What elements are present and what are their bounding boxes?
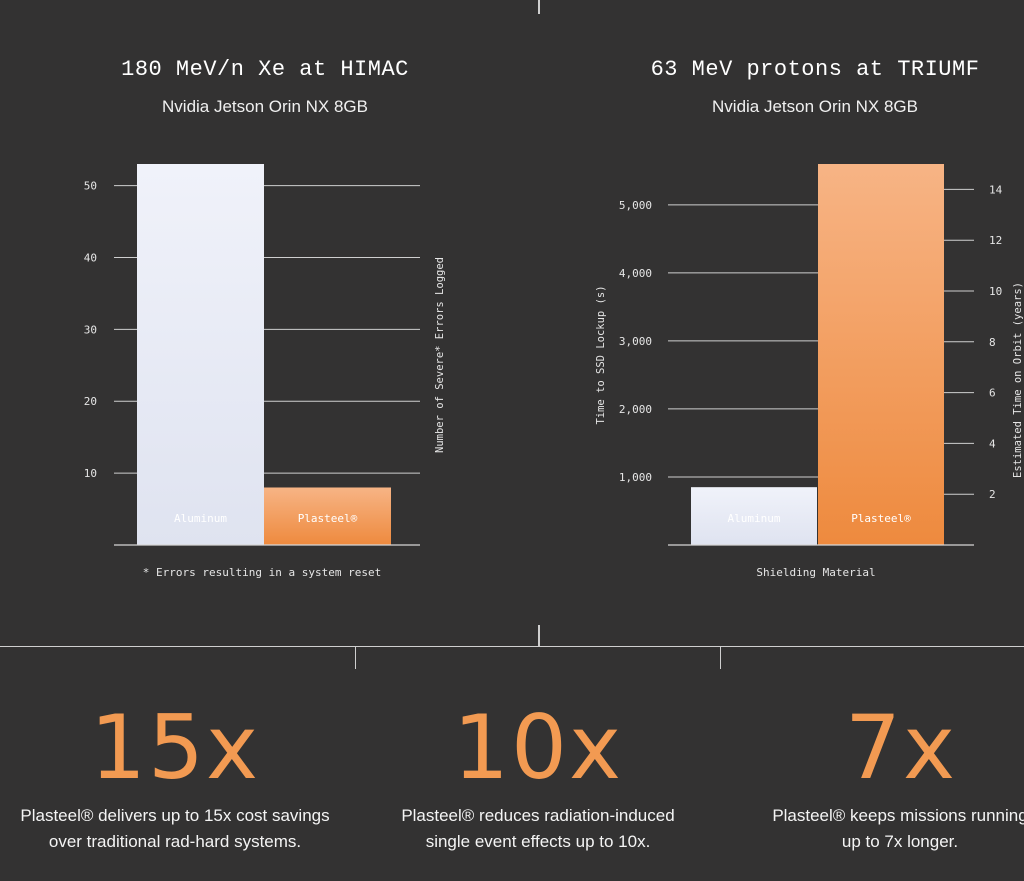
section-divider (0, 646, 1024, 647)
chart1-y-ticks: 10 20 30 40 50 (84, 180, 97, 481)
category-label: Aluminum (174, 512, 227, 525)
chart2-y-ticks: 1,000 2,000 3,000 4,000 5,000 (619, 199, 652, 484)
chart2-subtitle: Nvidia Jetson Orin NX 8GB (712, 97, 918, 116)
chart1-title: 180 MeV/n Xe at HIMAC (121, 57, 409, 82)
chart2-y2-ticks: 2 4 6 8 10 12 14 (989, 183, 1003, 501)
y2-tick-label: 10 (989, 285, 1002, 298)
top-divider-tick (538, 0, 540, 14)
chart1-subtitle: Nvidia Jetson Orin NX 8GB (162, 97, 368, 116)
category-label: Plasteel® (851, 512, 911, 525)
category-label: Plasteel® (298, 512, 358, 525)
y2-tick-label: 12 (989, 234, 1002, 247)
y-tick-label: 5,000 (619, 199, 652, 212)
y-tick-label: 20 (84, 395, 97, 408)
y2-tick-label: 6 (989, 387, 996, 400)
bar-aluminum (691, 487, 817, 545)
bar-aluminum (137, 164, 264, 545)
chart2-category-labels: Aluminum Plasteel® (728, 512, 912, 525)
y2-tick-label: 8 (989, 336, 996, 349)
chart1-y-axis-label: Number of Severe* Errors Logged (434, 257, 446, 453)
stat-text-cost-savings: Plasteel® delivers up to 15x cost saving… (20, 806, 330, 851)
chart2-y2-axis-label: Estimated Time on Orbit (years) (1012, 282, 1024, 478)
chart2-y-axis-label: Time to SSD Lockup (s) (595, 285, 607, 424)
y-tick-label: 50 (84, 180, 97, 193)
chart2-bars (691, 164, 944, 545)
stat-text-single-event: Plasteel® reduces radiation-induced sing… (401, 806, 675, 851)
y-tick-label: 10 (84, 467, 97, 480)
stat-value-single-event: 10x (452, 696, 624, 799)
stat-divider-tick-1 (355, 647, 356, 669)
stat-value-mission-duration: 7x (844, 696, 958, 799)
stat-divider-tick-2 (720, 647, 721, 669)
y2-tick-label: 4 (989, 437, 996, 450)
chart1-bars (137, 164, 391, 545)
middle-divider-tick (538, 625, 540, 647)
y-tick-label: 3,000 (619, 335, 652, 348)
charts-canvas: 10 20 30 40 50 Aluminum Plasteel® Number of S… (84, 164, 1024, 579)
chart2-x-axis-label: Shielding Material (756, 566, 875, 579)
stat-value-cost-savings: 15x (89, 696, 261, 799)
chart2-gridlines (668, 188, 974, 495)
y-tick-label: 2,000 (619, 403, 652, 416)
y-tick-label: 30 (84, 323, 97, 336)
category-label: Aluminum (728, 512, 781, 525)
chart1-category-labels: Aluminum Plasteel® (174, 512, 358, 525)
y-tick-label: 40 (84, 251, 97, 264)
y-tick-label: 1,000 (619, 471, 652, 484)
bar-plasteel (818, 164, 944, 545)
chart2-title: 63 MeV protons at TRIUMF (650, 57, 980, 82)
y2-tick-label: 2 (989, 488, 996, 501)
chart1-footnote: * Errors resulting in a system reset (143, 566, 381, 579)
stat-text-mission-duration: Plasteel® keeps missions running up to 7… (772, 806, 1024, 851)
y-tick-label: 4,000 (619, 267, 652, 280)
bar-plasteel (264, 487, 391, 545)
y2-tick-label: 14 (989, 183, 1003, 196)
